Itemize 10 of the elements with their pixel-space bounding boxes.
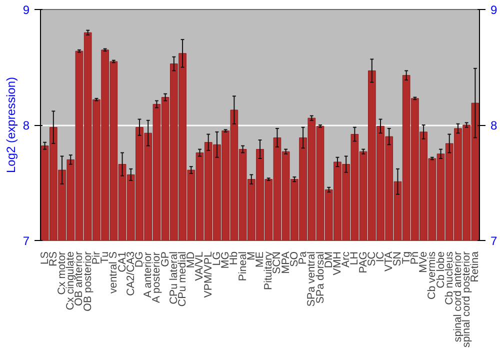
- y2-tick-label: 9: [490, 3, 498, 17]
- y-tick-label: 7: [22, 234, 30, 248]
- y-tick-label: 8: [22, 118, 30, 132]
- x-tick-label: RS: [47, 251, 60, 266]
- y2-tick-label: 7: [490, 234, 498, 248]
- x-tick-label: Tg: [400, 251, 412, 264]
- y2-tick-label: 8: [490, 118, 498, 132]
- y-tick-label: 9: [22, 3, 30, 17]
- x-tick-label: OB posterior: [82, 251, 94, 312]
- y-axis-title: Log2 (expression): [4, 76, 18, 174]
